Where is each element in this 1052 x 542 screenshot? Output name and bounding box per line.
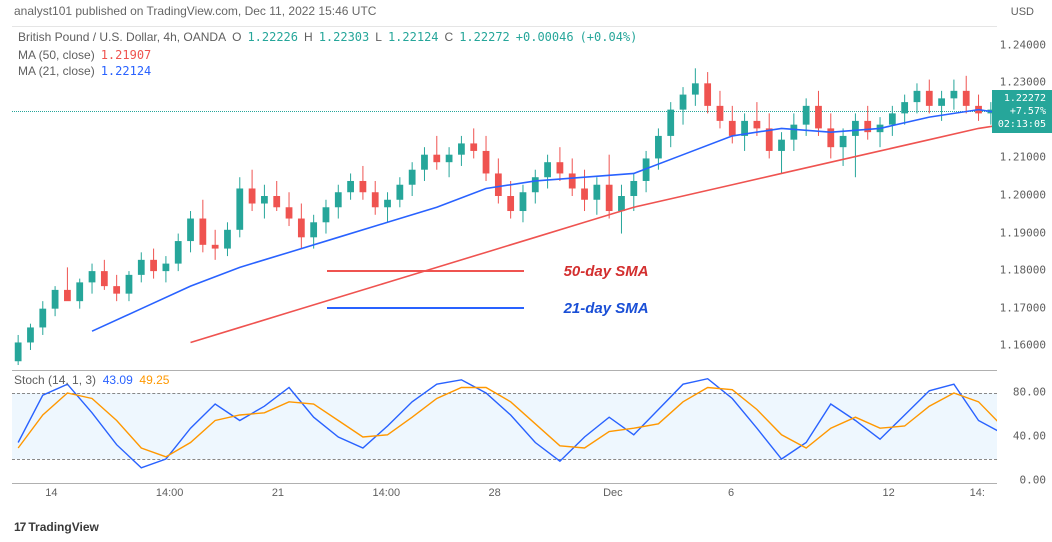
- badge-countdown: 02:13:05: [998, 118, 1046, 131]
- price-svg: [12, 27, 997, 365]
- stoch-svg: [12, 371, 997, 481]
- sma21-line: [327, 307, 524, 309]
- price-tick: 1.24000: [1000, 38, 1046, 51]
- time-axis: 14 14:00 21 14:00 28 Dec 6 12 14:: [12, 483, 997, 505]
- price-badge: 1.22272 +7.57% 02:13:05: [992, 90, 1052, 133]
- time-tick: 14:00: [373, 487, 401, 499]
- tv-text: TradingView: [28, 520, 98, 534]
- sma21-label: 21-day SMA: [564, 300, 649, 317]
- y-axis-title: USD: [1011, 6, 1034, 18]
- stoch-legend: Stoch (14, 1, 3) 43.09 49.25: [14, 373, 169, 387]
- price-tick: 1.23000: [1000, 76, 1046, 89]
- tradingview-watermark: 17 TradingView: [14, 520, 99, 534]
- price-tick: 1.19000: [1000, 226, 1046, 239]
- time-tick: 14: [45, 487, 57, 499]
- stoch-d: 49.25: [139, 373, 169, 387]
- stoch-k: 43.09: [103, 373, 133, 387]
- price-chart[interactable]: 50-day SMA 21-day SMA: [12, 26, 997, 364]
- price-tick: 1.16000: [1000, 339, 1046, 352]
- time-tick: 6: [728, 487, 734, 499]
- badge-pct: +7.57%: [998, 105, 1046, 118]
- stoch-tick: 40.00: [1013, 430, 1046, 443]
- price-tick: 1.21000: [1000, 151, 1046, 164]
- time-tick: 28: [489, 487, 501, 499]
- stoch-tick: 80.00: [1013, 386, 1046, 399]
- time-tick: 14:00: [156, 487, 184, 499]
- publish-text: analyst101 published on TradingView.com,…: [14, 4, 376, 18]
- time-tick: 21: [272, 487, 284, 499]
- price-tick: 1.17000: [1000, 301, 1046, 314]
- price-tick: 1.20000: [1000, 189, 1046, 202]
- stoch-label: Stoch (14, 1, 3): [14, 373, 96, 387]
- publish-info: analyst101 published on TradingView.com,…: [14, 4, 376, 18]
- time-tick: 14:: [970, 487, 985, 499]
- time-tick: 12: [883, 487, 895, 499]
- price-axis: 1.24000 1.23000 1.22272 1.21000 1.20000 1.190…: [997, 26, 1052, 364]
- stoch-tick: 0.00: [1020, 474, 1047, 487]
- tv-glyph: 17: [14, 520, 25, 534]
- sma50-label: 50-day SMA: [564, 263, 649, 280]
- price-tick: 1.18000: [1000, 264, 1046, 277]
- time-tick: Dec: [603, 487, 623, 499]
- sma50-line: [327, 270, 524, 272]
- badge-price: 1.22272: [998, 92, 1046, 105]
- stoch-panel[interactable]: Stoch (14, 1, 3) 43.09 49.25: [12, 370, 997, 480]
- stoch-axis: 80.0040.000.00: [997, 370, 1052, 480]
